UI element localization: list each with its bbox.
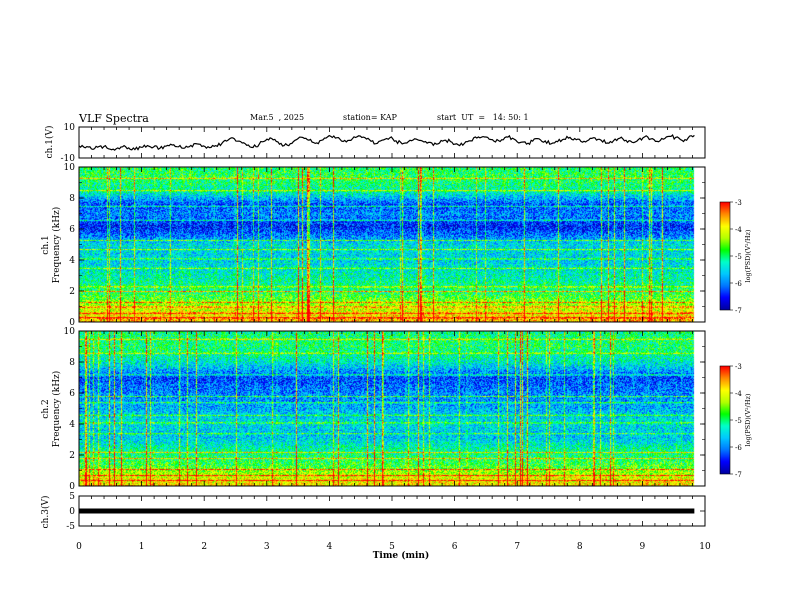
chart-title: VLF Spectra (79, 112, 149, 125)
y-tick-label: 8 (69, 358, 75, 368)
ch1-spectrogram (79, 167, 705, 322)
x-tick-label: 4 (327, 542, 333, 552)
x-tick-label: 3 (264, 542, 270, 552)
x-axis-title: Time (min) (373, 550, 430, 561)
colorbar-tick-label: -4 (735, 226, 742, 234)
y-tick-label: 10 (64, 163, 76, 173)
y-tick-label: 10 (64, 123, 76, 133)
colorbar-tick-label: -6 (735, 444, 742, 452)
colorbar-tick-label: -3 (735, 363, 742, 371)
colorbar-tick-label: -5 (735, 417, 742, 425)
colorbar-tick-label: -3 (735, 199, 742, 207)
y-tick-label: 2 (69, 451, 75, 461)
y-tick-label: 4 (69, 420, 75, 430)
colorbar-tick-label: -6 (735, 280, 742, 288)
ch1-frequency-ylabel: Frequency (kHz) (51, 207, 62, 284)
y-tick-label: -10 (61, 154, 76, 164)
y-tick-label: 0 (69, 318, 75, 328)
y-tick-label: 0 (69, 507, 75, 517)
colorbar-2 (720, 366, 730, 474)
date-label: Mar.5 , 2025 (250, 113, 305, 122)
colorbar-label: log(PSD)(V²/Hz) (744, 393, 752, 446)
ch3-voltage-ylabel: ch.3(V) (40, 496, 51, 529)
y-tick-label: 6 (69, 225, 75, 235)
colorbar-label: log(PSD)(V²/Hz) (744, 229, 752, 282)
y-tick-label: 0 (69, 482, 75, 492)
y-tick-label: 10 (64, 327, 76, 337)
x-tick-label: 1 (139, 542, 145, 552)
y-tick-label: 6 (69, 389, 75, 399)
y-tick-label: 5 (69, 492, 75, 502)
ch1-trace (78, 133, 695, 151)
colorbar-tick-label: -7 (735, 307, 742, 315)
station-label: station= KAP (343, 113, 397, 122)
start-time-label: start UT = 14: 50: 1 (437, 113, 529, 122)
x-tick-label: 10 (699, 542, 711, 552)
y-tick-label: 4 (69, 256, 75, 266)
x-tick-label: 6 (452, 542, 458, 552)
x-tick-label: 9 (640, 542, 646, 552)
ch1-voltage-ylabel: ch.1(V) (44, 126, 55, 159)
y-tick-label: 2 (69, 287, 75, 297)
y-tick-label: 8 (69, 194, 75, 204)
ch2-channel-ylabel: ch.2 (41, 399, 51, 418)
ch3-trace (79, 508, 695, 514)
y-tick-label: -5 (66, 522, 75, 532)
ch2-spectrogram (79, 331, 705, 486)
x-tick-label: 0 (76, 542, 82, 552)
x-tick-label: 7 (514, 542, 520, 552)
colorbar-tick-label: -5 (735, 253, 742, 261)
colorbar-1 (720, 202, 730, 310)
colorbar-tick-label: -7 (735, 471, 742, 479)
x-tick-label: 8 (577, 542, 583, 552)
ch1-channel-ylabel: ch.1 (41, 235, 51, 254)
x-tick-label: 5 (389, 542, 395, 552)
x-tick-label: 2 (201, 542, 207, 552)
colorbar-tick-label: -4 (735, 390, 742, 398)
ch2-frequency-ylabel: Frequency (kHz) (51, 371, 62, 448)
